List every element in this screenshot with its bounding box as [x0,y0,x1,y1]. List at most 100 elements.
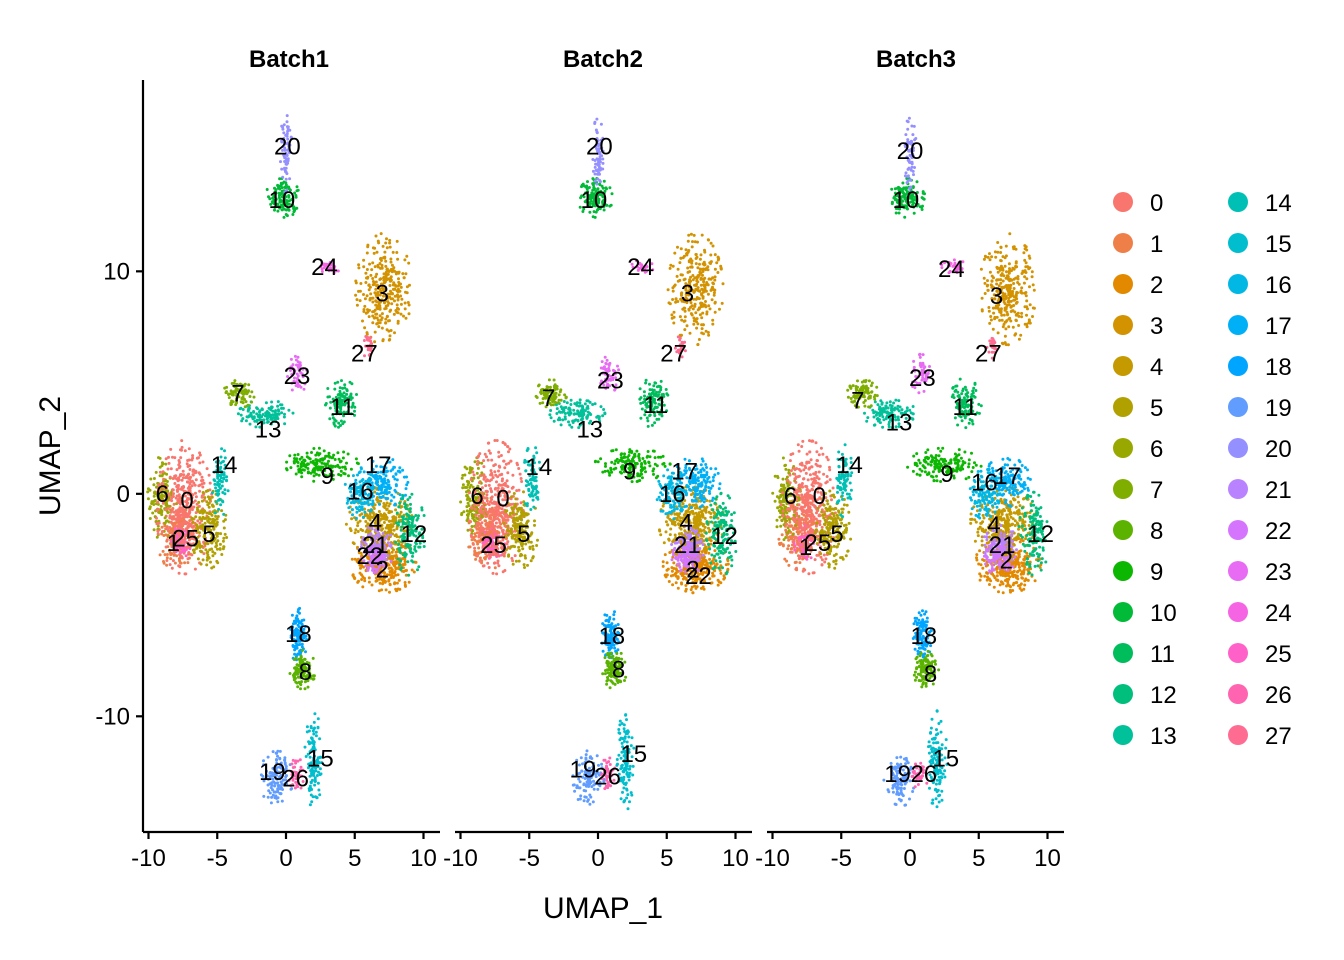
data-point [171,455,174,459]
data-point [381,482,385,486]
data-point [375,579,379,582]
data-point [388,238,392,242]
data-point [382,577,386,581]
data-point [170,499,174,503]
data-point [337,425,340,429]
data-point [350,557,354,561]
data-point [687,260,691,264]
data-point [244,419,248,423]
data-point [247,406,251,410]
data-point [658,529,662,533]
data-point [696,288,700,292]
data-point [707,277,711,281]
data-point [205,558,209,562]
data-point [173,517,177,521]
data-point [347,474,350,478]
data-point [386,551,390,554]
data-point [400,515,404,519]
data-point [362,565,365,569]
data-point [694,503,698,507]
data-point [293,453,297,457]
data-point [341,465,345,469]
data-point [716,583,720,587]
data-point [672,321,676,325]
data-point [713,310,717,314]
data-point [350,517,354,521]
data-point [206,553,210,557]
data-point [380,588,384,592]
data-point [713,288,717,292]
data-point [664,530,668,534]
data-point [362,308,366,311]
data-point [377,488,381,491]
data-point [364,524,368,528]
data-point [246,415,250,419]
data-point [397,578,401,582]
data-point [665,568,669,572]
data-point [155,516,158,520]
data-point [239,413,243,417]
data-point [389,559,393,563]
data-point [278,177,282,181]
data-point [222,526,226,530]
data-point [694,492,698,496]
data-point [311,677,315,681]
data-point [205,500,209,504]
data-point [683,309,687,313]
data-point [409,502,412,506]
data-point [373,330,377,334]
data-point [398,563,402,567]
data-point [289,466,293,470]
data-point [393,294,397,298]
facet-title-2: Batch2 [563,46,643,73]
data-point [185,515,189,519]
data-point [217,498,220,502]
data-point [164,462,168,466]
data-point [296,464,300,468]
data-point [706,238,710,242]
data-point [410,492,414,496]
data-point [173,476,177,480]
data-point [384,588,388,592]
data-point [285,125,289,129]
data-point [269,408,273,412]
data-point [149,477,153,481]
data-point [397,307,400,311]
data-point [359,566,362,570]
data-point [378,314,382,318]
data-point [387,270,391,273]
data-point [291,411,295,415]
data-point [336,380,340,384]
data-point [301,648,304,652]
data-point [403,258,407,262]
data-point [708,307,712,311]
data-point [713,278,717,282]
data-point [673,507,677,511]
data-point [389,292,393,296]
data-point [160,464,164,468]
data-point [215,547,219,551]
data-point [357,263,361,267]
data-point [197,456,200,460]
data-point [667,580,671,583]
data-point [305,455,309,459]
data-point [314,730,318,734]
data-point [701,491,705,494]
data-point [695,506,699,510]
data-point [170,508,174,512]
data-point [383,571,387,575]
data-point [363,304,367,308]
data-point [383,250,387,254]
data-point [399,285,403,289]
data-point [358,299,362,303]
data-point [184,554,188,558]
data-point [668,302,672,306]
data-point [198,453,202,457]
data-point [394,567,398,571]
data-point [357,289,360,293]
data-point [396,573,400,577]
data-point [394,516,398,520]
data-point [155,535,159,539]
data-point [377,492,381,496]
data-point [691,307,695,311]
